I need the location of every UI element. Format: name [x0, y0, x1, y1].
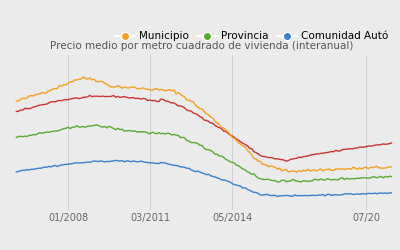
Legend: Municipio, Provincia, Comunidad Autó: Municipio, Provincia, Comunidad Autó [110, 27, 392, 46]
Title: Precio medio por metro cuadrado de vivienda (interanual): Precio medio por metro cuadrado de vivie… [50, 42, 354, 51]
